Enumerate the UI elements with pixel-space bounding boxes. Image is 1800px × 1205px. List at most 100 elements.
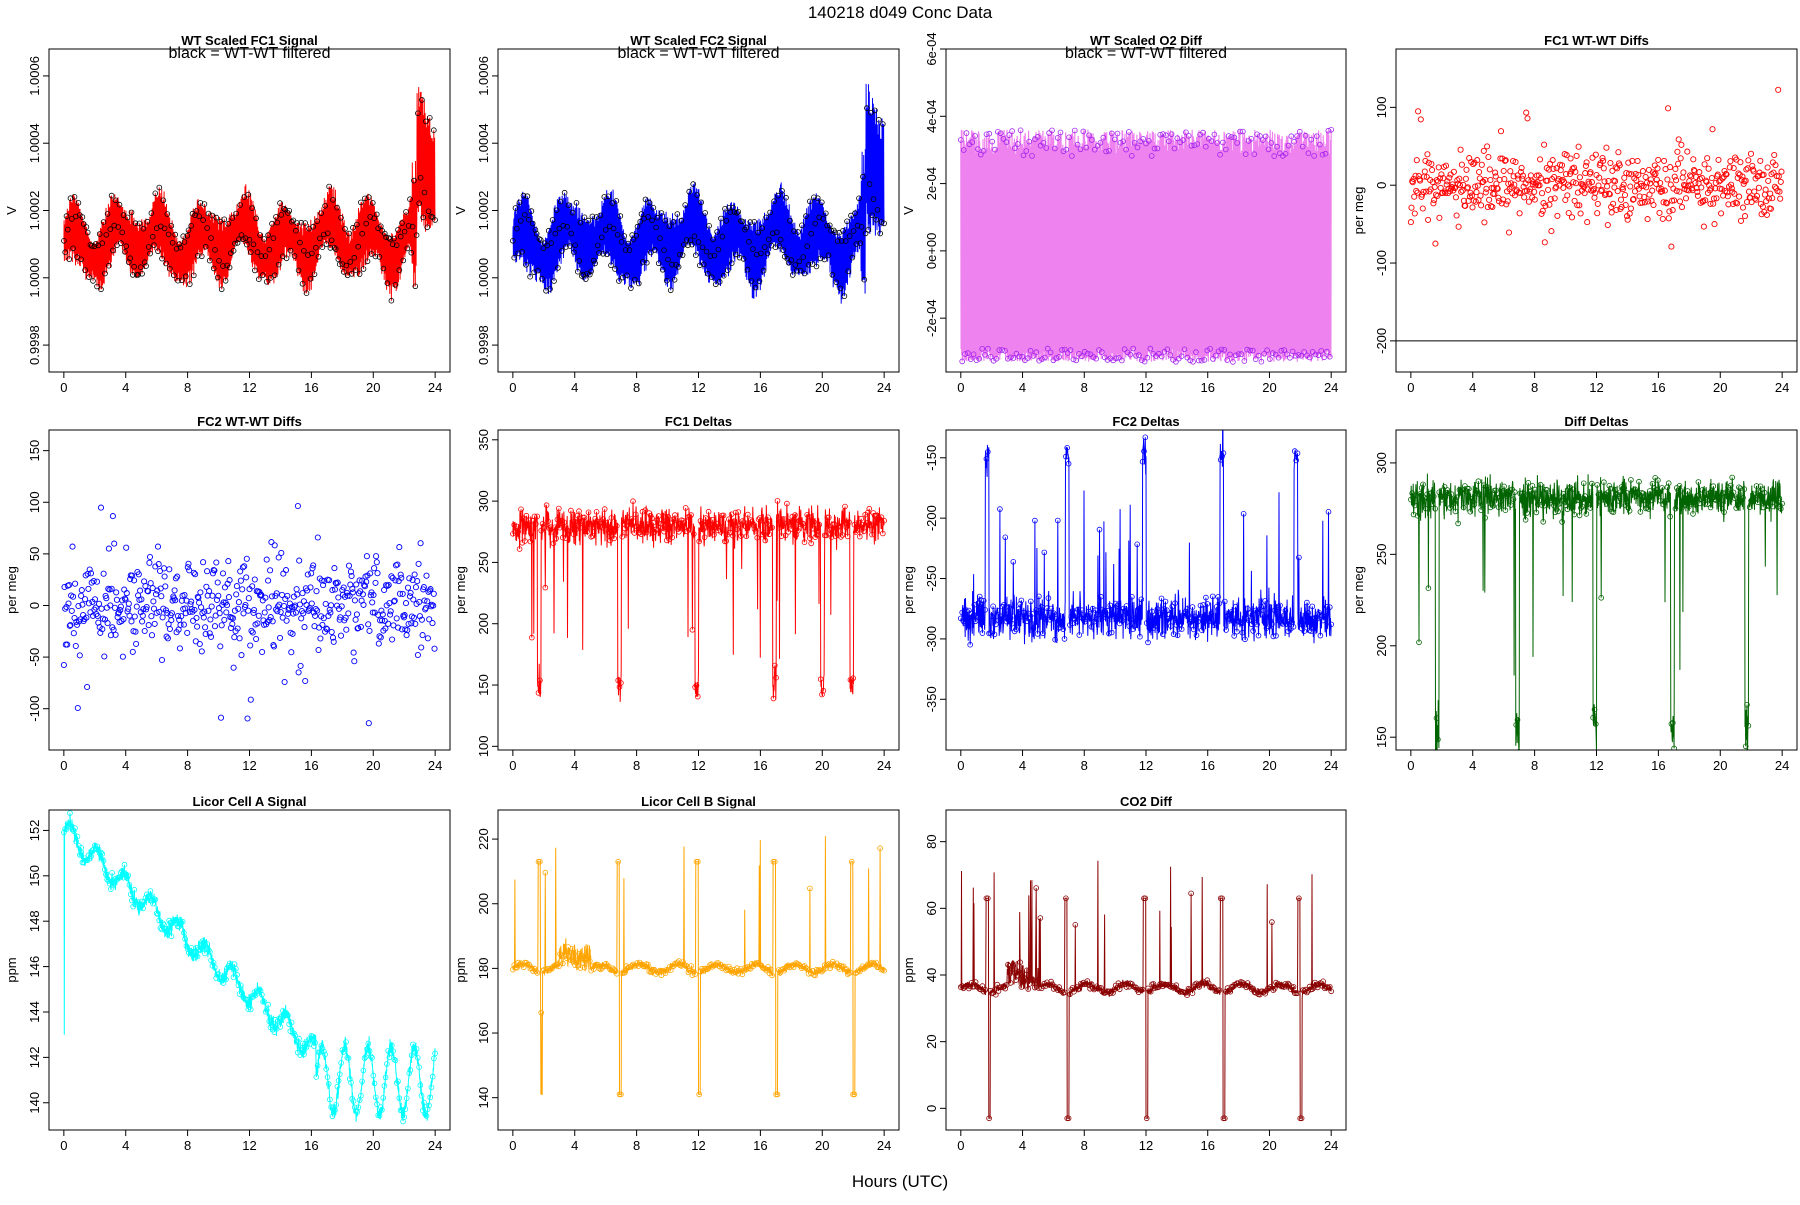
data-point: [1762, 186, 1769, 193]
data-point: [1566, 183, 1573, 190]
data-point: [720, 272, 727, 279]
data-point: [1052, 145, 1058, 152]
data-point: [1575, 143, 1582, 150]
data-point: [131, 577, 138, 584]
x-tick-label: 24: [1775, 380, 1789, 395]
data-point: [1195, 357, 1202, 364]
data-point: [525, 216, 532, 223]
data-point: [518, 960, 524, 966]
data-point: [747, 219, 753, 225]
data-point: [1193, 349, 1199, 355]
data-point: [429, 1073, 436, 1080]
data-point: [369, 599, 376, 606]
data-point: [1466, 485, 1472, 492]
data-point: [382, 1074, 389, 1081]
data-point: [661, 528, 667, 535]
data-point: [1226, 987, 1232, 994]
data-point: [1271, 985, 1278, 992]
data-point: [227, 624, 234, 632]
data-point: [1718, 501, 1725, 508]
data-point: [684, 528, 690, 535]
data-point: [534, 513, 540, 520]
data-point: [796, 258, 803, 265]
data-point: [286, 208, 293, 214]
data-point: [1293, 457, 1299, 464]
data-point: [817, 967, 824, 974]
data-point: [247, 1006, 254, 1013]
data-point: [1140, 136, 1146, 142]
data-point: [1737, 217, 1745, 224]
data-point: [268, 539, 275, 546]
data-point: [1278, 347, 1285, 354]
data-point: [1478, 161, 1485, 168]
data-point: [1728, 181, 1735, 188]
x-tick-label: 8: [1531, 380, 1538, 395]
data-point: [535, 267, 541, 274]
data-point: [240, 610, 247, 617]
data-point: [783, 194, 789, 201]
data-point: [1484, 204, 1491, 211]
data-point: [234, 972, 240, 978]
data-point: [626, 247, 633, 253]
data-point: [784, 500, 790, 507]
x-tick-label: 4: [1019, 1138, 1026, 1153]
data-point: [1067, 622, 1073, 628]
data-point: [1158, 595, 1165, 602]
data-point: [1210, 356, 1216, 362]
x-tick-label: 4: [122, 758, 129, 773]
data-point: [1261, 603, 1267, 610]
data-point: [593, 508, 600, 515]
data-point: [348, 1079, 354, 1086]
x-tick-label: 20: [1713, 758, 1727, 773]
data-point: [517, 218, 524, 224]
data-point: [1737, 159, 1744, 166]
data-point: [108, 585, 115, 592]
data-point: [872, 107, 878, 114]
data-point: [372, 579, 379, 586]
data-point: [1142, 895, 1149, 902]
data-point: [1707, 200, 1714, 207]
data-point: [1309, 986, 1316, 992]
data-point: [1430, 200, 1437, 207]
data-point: [983, 131, 990, 138]
data-point: [367, 592, 374, 599]
data-point: [125, 600, 132, 607]
data-point: [562, 535, 569, 541]
data-point: [276, 634, 284, 641]
data-point: [1063, 146, 1069, 153]
data-point: [324, 1074, 331, 1080]
data-point: [1488, 203, 1495, 210]
data-point: [1502, 157, 1509, 164]
data-point: [701, 534, 708, 541]
data-point: [239, 564, 246, 571]
data-point: [254, 987, 260, 994]
data-point: [72, 825, 78, 831]
data-point: [1776, 495, 1783, 502]
data-point: [315, 253, 322, 260]
data-point: [350, 649, 357, 656]
data-point: [1158, 980, 1165, 987]
series-line: [960, 129, 1332, 362]
data-point: [1296, 895, 1302, 902]
data-point: [139, 612, 146, 619]
data-point: [1222, 1115, 1228, 1122]
data-point: [327, 245, 334, 251]
data-point: [1656, 209, 1663, 216]
data-point: [662, 970, 669, 976]
data-point: [1005, 961, 1011, 968]
data-point: [1141, 448, 1147, 455]
data-point: [1134, 144, 1141, 151]
data-point: [1621, 191, 1629, 199]
data-point: [1555, 508, 1561, 515]
data-point: [85, 585, 92, 592]
data-point: [1661, 187, 1668, 194]
data-point: [417, 540, 424, 547]
data-point: [1737, 485, 1744, 492]
data-point: [315, 646, 322, 654]
data-point: [1431, 197, 1438, 204]
data-point: [754, 534, 760, 541]
data-point: [159, 255, 165, 262]
data-point: [625, 240, 631, 247]
data-point: [633, 232, 639, 239]
data-point: [1575, 497, 1582, 503]
